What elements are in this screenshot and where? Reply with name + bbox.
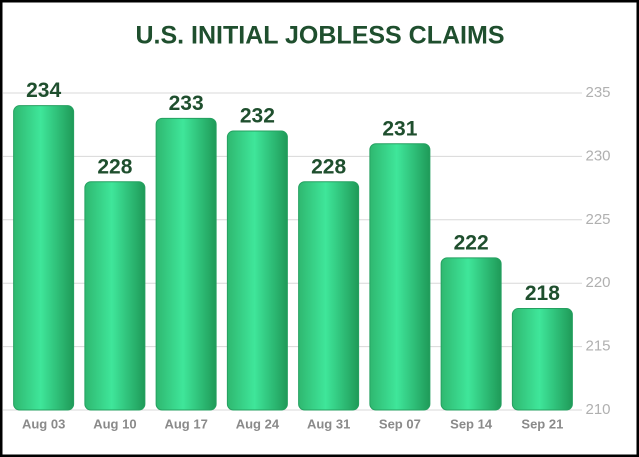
x-tick-label: Sep 07 (379, 416, 421, 431)
bar (440, 257, 502, 411)
y-tick-label: 225 (585, 211, 610, 228)
value-label: 228 (97, 155, 132, 178)
y-tick-label: 215 (585, 338, 610, 355)
bar (298, 181, 360, 411)
y-tick-label: 210 (585, 401, 610, 418)
bar (511, 308, 573, 411)
value-label: 218 (525, 282, 560, 305)
y-tick-label: 220 (585, 274, 610, 291)
y-tick-label: 230 (585, 147, 610, 164)
x-tick-label: Aug 31 (307, 416, 350, 431)
x-tick-label: Sep 14 (450, 416, 493, 431)
x-tick-label: Aug 17 (164, 416, 207, 431)
value-label: 222 (454, 231, 489, 254)
x-tick-label: Aug 10 (93, 416, 136, 431)
value-label: 231 (382, 117, 417, 140)
bar (226, 130, 288, 411)
bar (155, 117, 217, 411)
x-tick-label: Sep 21 (521, 416, 563, 431)
value-label: 234 (26, 79, 61, 102)
bar (369, 143, 431, 411)
y-tick-label: 235 (585, 84, 610, 101)
x-tick-label: Aug 03 (22, 416, 65, 431)
value-label: 233 (169, 92, 204, 115)
value-label: 232 (240, 105, 275, 128)
bar (84, 181, 146, 411)
bar (13, 105, 75, 411)
x-tick-label: Aug 24 (236, 416, 280, 431)
value-label: 228 (311, 155, 346, 178)
chart-title: U.S. INITIAL JOBLESS CLAIMS (135, 22, 504, 50)
